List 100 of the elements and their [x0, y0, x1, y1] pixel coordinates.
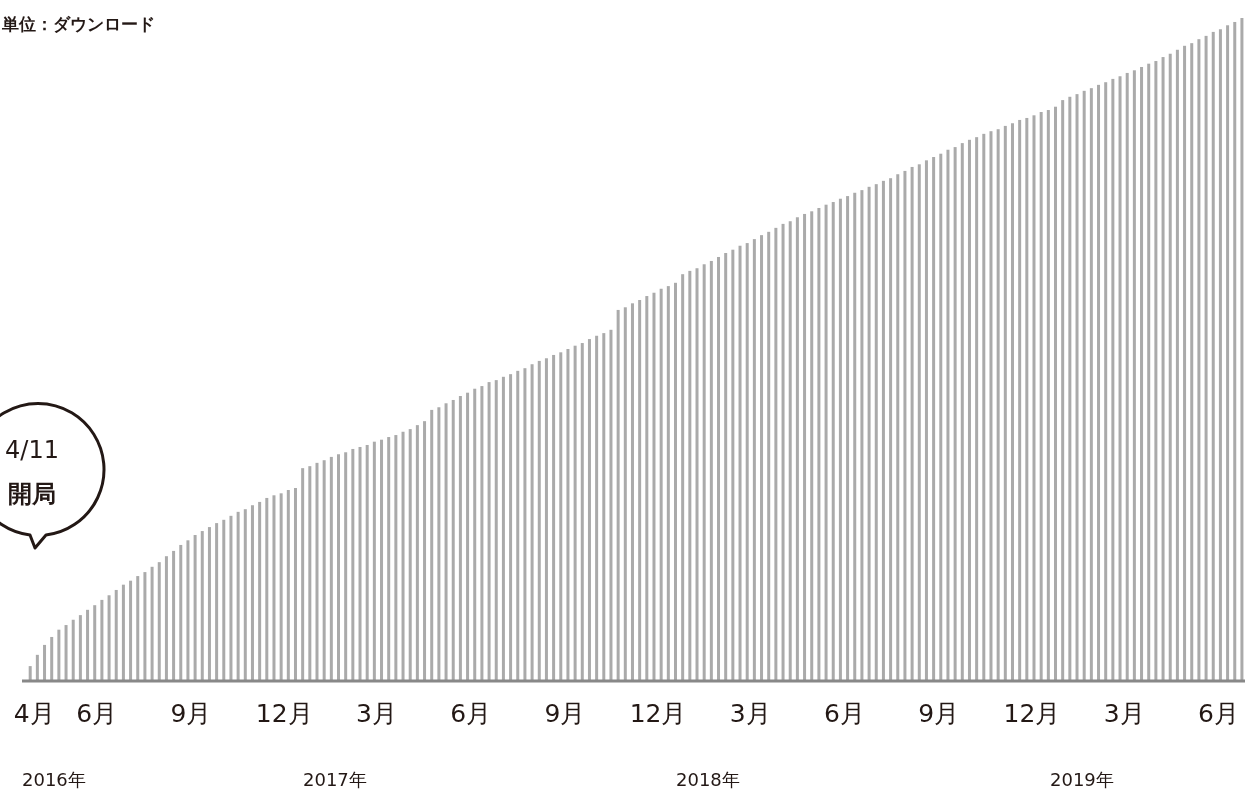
bar [86, 609, 90, 680]
bar [387, 437, 391, 680]
bar [731, 249, 735, 680]
bar [1226, 25, 1230, 680]
y-axis-title: 単位：ダウンロード [1, 14, 155, 34]
bar [509, 374, 513, 680]
bar [279, 493, 283, 680]
bar [1111, 78, 1115, 680]
bar [430, 409, 434, 680]
bar [1183, 45, 1187, 680]
bar [831, 202, 835, 680]
bar [150, 566, 154, 680]
bar [817, 207, 821, 680]
bar [724, 253, 728, 680]
bar [939, 153, 943, 680]
bar [530, 364, 534, 680]
bar [71, 619, 75, 680]
bar [917, 164, 921, 680]
bar [924, 160, 928, 680]
bar [494, 380, 498, 680]
bar [860, 190, 864, 680]
bar [1161, 57, 1165, 680]
bar [874, 184, 878, 680]
bar [516, 370, 520, 680]
bar [932, 157, 936, 680]
bar [286, 490, 290, 680]
bar [43, 644, 47, 680]
bar [795, 217, 799, 680]
bar [982, 133, 986, 680]
x-tick-label: 6月 [450, 699, 492, 728]
bar [946, 149, 950, 680]
bar [1003, 125, 1007, 680]
bar [272, 495, 276, 680]
bar [1018, 119, 1022, 680]
bar [1075, 94, 1079, 680]
bar [537, 360, 541, 680]
bar [788, 221, 792, 680]
bar [136, 576, 140, 680]
x-tick-label: 9月 [170, 699, 212, 728]
bar [1197, 39, 1201, 680]
x-tick-label: 12月 [629, 699, 687, 728]
bar [207, 527, 211, 680]
bar [444, 403, 448, 680]
bar [64, 625, 68, 680]
bar [179, 544, 183, 680]
bar [781, 223, 785, 680]
x-tick-label: 12月 [255, 699, 313, 728]
bar [501, 376, 505, 680]
x-tick-label: 6月 [1197, 699, 1239, 728]
bar [28, 666, 32, 680]
bar [674, 282, 677, 680]
bar [308, 466, 312, 680]
bar [1089, 88, 1093, 680]
bar [580, 343, 584, 680]
bar [222, 519, 226, 680]
text: 2016年 [22, 769, 86, 790]
bar [1068, 96, 1072, 680]
bar [93, 605, 97, 680]
bar [322, 460, 326, 680]
bar [78, 615, 82, 680]
bar [157, 562, 161, 680]
bar [774, 227, 778, 680]
bar [602, 333, 606, 680]
bar [645, 296, 649, 680]
x-tick-label: 9月 [918, 699, 960, 728]
bar [552, 354, 556, 680]
x-tick-label: 9月 [544, 699, 586, 728]
bar [638, 300, 642, 680]
bar [107, 595, 111, 680]
bar [1046, 110, 1050, 680]
bar [229, 515, 233, 680]
bar [559, 352, 563, 680]
bar [1233, 21, 1237, 680]
bar [810, 211, 814, 680]
bar [867, 186, 871, 680]
bar [960, 143, 964, 680]
bar [587, 339, 591, 680]
bar [1061, 100, 1065, 680]
bar [1204, 35, 1208, 680]
x-tick-label: 3月 [729, 699, 771, 728]
bar [630, 303, 634, 680]
bar [695, 268, 699, 680]
bar [1168, 53, 1172, 680]
bar [200, 531, 204, 680]
bar [423, 421, 427, 680]
bar [1218, 29, 1222, 680]
bar [186, 540, 190, 680]
bar [1039, 112, 1043, 680]
bar [803, 213, 807, 680]
bar [523, 368, 527, 680]
bar [652, 292, 656, 680]
bar [824, 204, 828, 680]
bar [702, 264, 706, 680]
bar [953, 147, 957, 680]
x-tick-label: 6月 [824, 699, 865, 728]
bar [215, 523, 219, 680]
text: 2017年 [303, 769, 367, 790]
bar [100, 599, 104, 680]
bar [1154, 61, 1158, 680]
bar [1132, 70, 1136, 680]
